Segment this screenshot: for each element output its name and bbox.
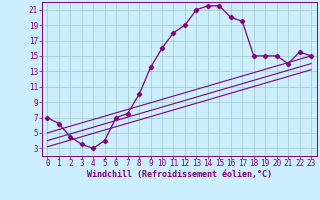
X-axis label: Windchill (Refroidissement éolien,°C): Windchill (Refroidissement éolien,°C) bbox=[87, 170, 272, 179]
